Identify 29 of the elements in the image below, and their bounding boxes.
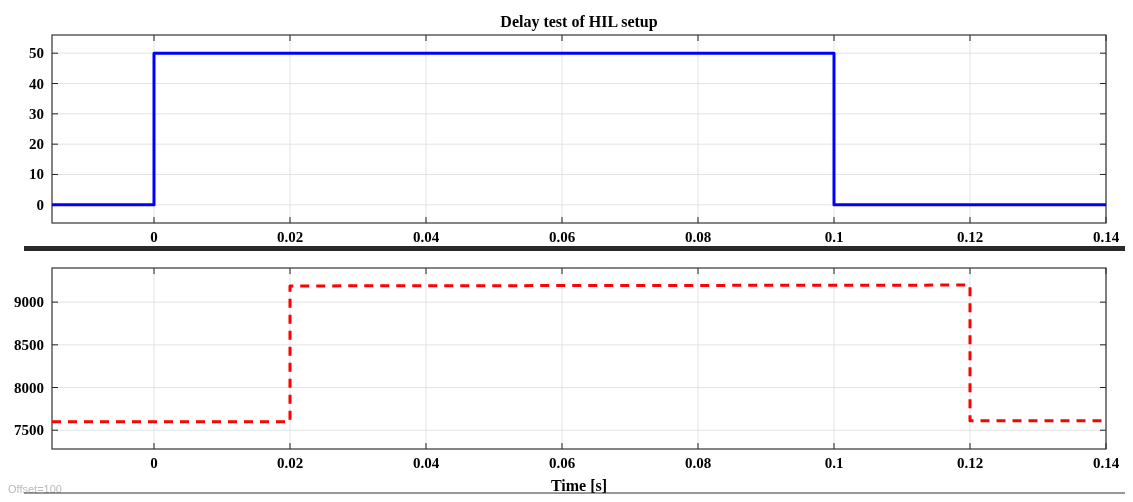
y-tick-label: 0 — [36, 196, 44, 213]
x-tick-label: 0.12 — [956, 229, 984, 245]
x-tick-label: 0.06 — [548, 455, 576, 471]
y-tick-label: 9000 — [14, 294, 44, 311]
x-tick-label: 0.04 — [412, 229, 440, 245]
y-tick-label: 40 — [29, 75, 44, 92]
x-tick-label: 0.08 — [684, 229, 712, 245]
y-tick-label: 8500 — [14, 336, 44, 353]
y-tick-label: 7500 — [14, 422, 44, 439]
y-tick-label: 8000 — [14, 379, 44, 396]
chart-title: Delay test of HIL setup — [500, 13, 658, 31]
x-tick-label: 0.12 — [956, 455, 984, 471]
y-tick-label: 10 — [29, 166, 44, 183]
x-tick-label: 0.1 — [824, 455, 844, 471]
y-tick-label: 30 — [29, 105, 44, 122]
x-tick-label: 0.02 — [276, 455, 304, 471]
x-axis-title: Time [s] — [550, 477, 608, 494]
y-tick-label: 20 — [29, 136, 44, 153]
x-tick-label: 0.14 — [1092, 229, 1120, 245]
x-tick-label: 0 — [150, 229, 158, 245]
y-tick-label: 50 — [29, 45, 44, 62]
x-tick-label: 0.04 — [412, 455, 440, 471]
x-tick-label: 0.14 — [1092, 455, 1120, 471]
x-tick-label: 0 — [150, 455, 158, 471]
x-tick-label: 0.08 — [684, 455, 712, 471]
text: Offset=100 — [8, 483, 62, 495]
x-tick-label: 0.1 — [824, 229, 844, 245]
x-tick-label: 0.06 — [548, 229, 576, 245]
x-tick-label: 0.02 — [276, 229, 304, 245]
